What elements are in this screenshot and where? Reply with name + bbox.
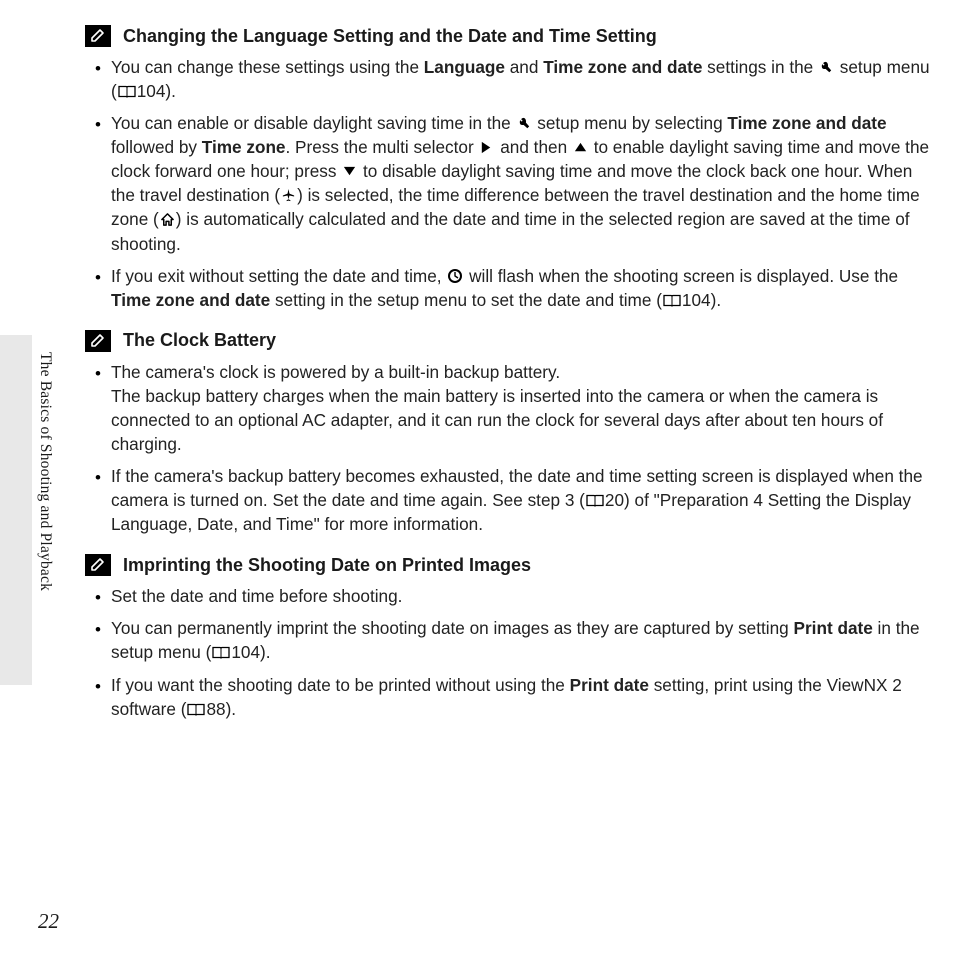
bold-text: Time zone and date — [543, 57, 702, 77]
book-icon — [187, 703, 205, 717]
text: 88). — [206, 699, 236, 719]
list-item: You can change these settings using the … — [99, 55, 940, 103]
text: The backup battery charges when the main… — [111, 386, 883, 454]
sidebar-label: The Basics of Shooting and Playback — [36, 352, 54, 591]
text: setup menu by selecting — [533, 113, 728, 133]
text: You can enable or disable daylight savin… — [111, 113, 516, 133]
text: will flash when the shooting screen is d… — [464, 266, 898, 286]
text: You can permanently imprint the shooting… — [111, 618, 794, 638]
section: The Clock Battery The camera's clock is p… — [85, 330, 940, 537]
note-icon — [85, 554, 111, 576]
list-item: You can permanently imprint the shooting… — [99, 616, 940, 664]
bullet-list: You can change these settings using the … — [85, 55, 940, 312]
home-icon — [160, 212, 175, 227]
section-heading: Imprinting the Shooting Date on Printed … — [85, 554, 940, 576]
section-heading: The Clock Battery — [85, 330, 940, 352]
list-item: The camera's clock is powered by a built… — [99, 360, 940, 456]
bold-text: Time zone — [202, 137, 286, 157]
book-icon — [586, 494, 604, 508]
heading-text: Changing the Language Setting and the Da… — [123, 26, 657, 47]
heading-text: The Clock Battery — [123, 330, 276, 351]
bold-text: Time zone and date — [111, 290, 270, 310]
text: If you want the shooting date to be prin… — [111, 675, 570, 695]
list-item: You can enable or disable daylight savin… — [99, 111, 940, 255]
bold-text: Language — [424, 57, 505, 77]
list-item: If you want the shooting date to be prin… — [99, 673, 940, 721]
wrench-icon — [517, 116, 532, 131]
bold-text: Print date — [794, 618, 873, 638]
book-icon — [118, 85, 136, 99]
bold-text: Print date — [570, 675, 649, 695]
text: . Press the multi selector — [286, 137, 479, 157]
bullet-list: Set the date and time before shooting. Yo… — [85, 584, 940, 720]
text: ) is automatically calculated and the da… — [111, 209, 910, 253]
plane-icon — [281, 188, 296, 203]
bullet-list: The camera's clock is powered by a built… — [85, 360, 940, 537]
sidebar-tab — [0, 335, 32, 685]
heading-text: Imprinting the Shooting Date on Printed … — [123, 555, 531, 576]
text: Set the date and time before shooting. — [111, 586, 402, 606]
text: and — [505, 57, 543, 77]
text: If you exit without setting the date and… — [111, 266, 446, 286]
bold-text: Time zone and date — [727, 113, 886, 133]
section: Imprinting the Shooting Date on Printed … — [85, 554, 940, 720]
section-heading: Changing the Language Setting and the Da… — [85, 25, 940, 47]
book-icon — [212, 646, 230, 660]
text: You can change these settings using the — [111, 57, 424, 77]
page-content: Changing the Language Setting and the Da… — [85, 25, 940, 925]
text: 104). — [231, 642, 270, 662]
text: The camera's clock is powered by a built… — [111, 362, 560, 382]
text: and then — [495, 137, 571, 157]
note-icon — [85, 25, 111, 47]
page-number: 22 — [38, 909, 59, 934]
section: Changing the Language Setting and the Da… — [85, 25, 940, 312]
text: setting in the setup menu to set the dat… — [270, 290, 662, 310]
up-icon — [573, 140, 588, 155]
list-item: If you exit without setting the date and… — [99, 264, 940, 312]
clock-icon — [447, 268, 463, 284]
text: settings in the — [702, 57, 818, 77]
book-icon — [663, 294, 681, 308]
text: followed by — [111, 137, 202, 157]
right-icon — [479, 140, 494, 155]
text: 104). — [682, 290, 721, 310]
down-icon — [342, 164, 357, 179]
wrench-icon — [819, 60, 834, 75]
text: 104). — [137, 81, 176, 101]
list-item: Set the date and time before shooting. — [99, 584, 940, 608]
list-item: If the camera's backup battery becomes e… — [99, 464, 940, 536]
note-icon — [85, 330, 111, 352]
